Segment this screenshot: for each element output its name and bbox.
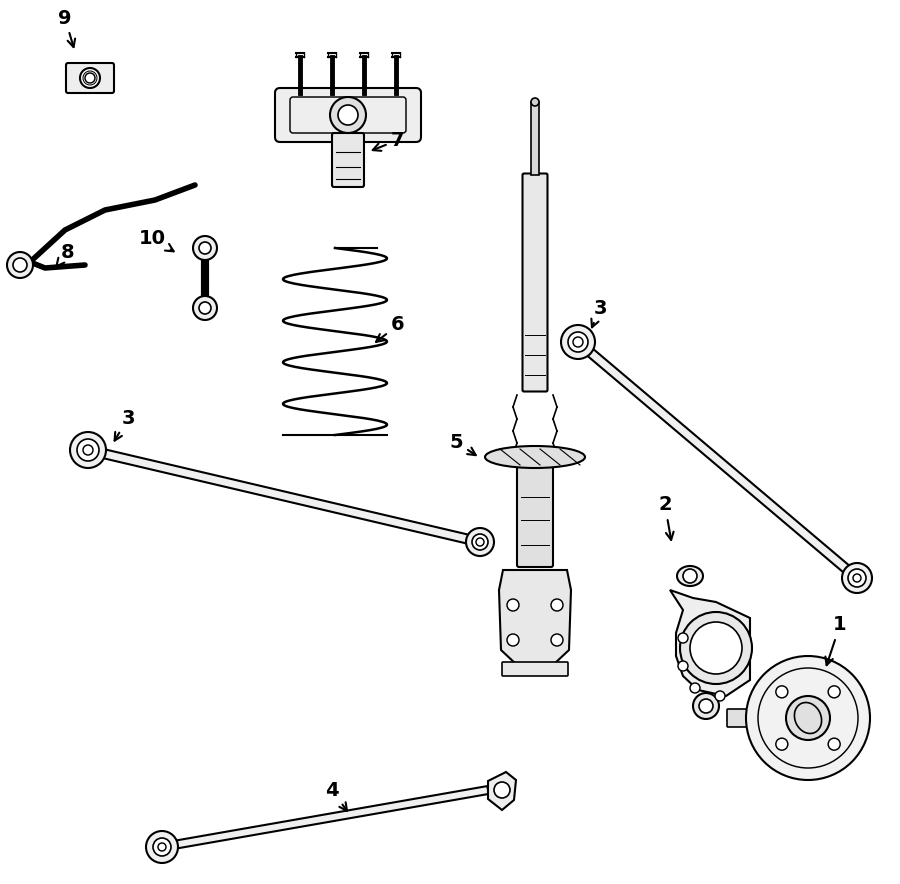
Circle shape — [568, 332, 588, 352]
Circle shape — [680, 612, 752, 684]
Circle shape — [85, 73, 95, 83]
Circle shape — [842, 563, 872, 593]
Polygon shape — [488, 772, 516, 810]
Circle shape — [472, 534, 488, 550]
Text: 2: 2 — [658, 496, 673, 540]
Text: 1: 1 — [825, 615, 847, 665]
Circle shape — [693, 693, 719, 719]
Circle shape — [699, 699, 713, 713]
Circle shape — [531, 98, 539, 106]
Circle shape — [77, 439, 99, 461]
Circle shape — [848, 569, 866, 587]
Text: 9: 9 — [58, 9, 75, 47]
Circle shape — [7, 252, 33, 278]
Circle shape — [13, 258, 27, 272]
Circle shape — [507, 599, 519, 611]
Circle shape — [683, 569, 697, 583]
Circle shape — [551, 599, 563, 611]
Circle shape — [199, 302, 211, 314]
FancyBboxPatch shape — [523, 173, 547, 392]
FancyBboxPatch shape — [727, 709, 749, 727]
Circle shape — [828, 738, 841, 751]
Text: 7: 7 — [373, 131, 405, 151]
Circle shape — [146, 831, 178, 863]
Circle shape — [776, 686, 788, 697]
Circle shape — [494, 782, 510, 798]
Circle shape — [476, 538, 484, 546]
Circle shape — [153, 838, 171, 856]
Circle shape — [828, 686, 841, 697]
Circle shape — [573, 337, 583, 347]
Circle shape — [330, 97, 366, 133]
Circle shape — [507, 634, 519, 646]
Polygon shape — [87, 446, 481, 546]
Circle shape — [678, 633, 688, 643]
Polygon shape — [161, 786, 489, 851]
Circle shape — [466, 528, 494, 556]
Circle shape — [158, 843, 166, 851]
Text: 10: 10 — [139, 228, 174, 251]
Circle shape — [80, 68, 100, 88]
Circle shape — [199, 242, 211, 254]
Polygon shape — [670, 590, 750, 696]
FancyBboxPatch shape — [66, 63, 114, 93]
FancyBboxPatch shape — [275, 88, 421, 142]
Circle shape — [853, 574, 861, 582]
Text: 4: 4 — [325, 781, 347, 811]
Circle shape — [561, 325, 595, 359]
Text: 6: 6 — [376, 316, 405, 342]
Text: 8: 8 — [56, 242, 75, 267]
Circle shape — [551, 634, 563, 646]
Polygon shape — [531, 102, 539, 175]
Circle shape — [776, 738, 788, 751]
Circle shape — [83, 445, 93, 455]
FancyBboxPatch shape — [502, 662, 568, 676]
Circle shape — [193, 296, 217, 320]
Text: 3: 3 — [114, 408, 135, 440]
FancyBboxPatch shape — [332, 133, 364, 187]
Circle shape — [715, 691, 725, 701]
Text: 5: 5 — [449, 432, 476, 455]
Polygon shape — [499, 570, 571, 665]
Circle shape — [338, 105, 358, 125]
Circle shape — [690, 683, 700, 693]
Circle shape — [678, 661, 688, 671]
Ellipse shape — [485, 446, 585, 468]
Circle shape — [690, 622, 742, 674]
FancyBboxPatch shape — [517, 466, 553, 567]
Text: 3: 3 — [591, 299, 607, 327]
Circle shape — [70, 432, 106, 468]
Circle shape — [193, 236, 217, 260]
Polygon shape — [575, 339, 860, 582]
Circle shape — [786, 696, 830, 740]
Ellipse shape — [677, 566, 703, 586]
Circle shape — [746, 656, 870, 780]
